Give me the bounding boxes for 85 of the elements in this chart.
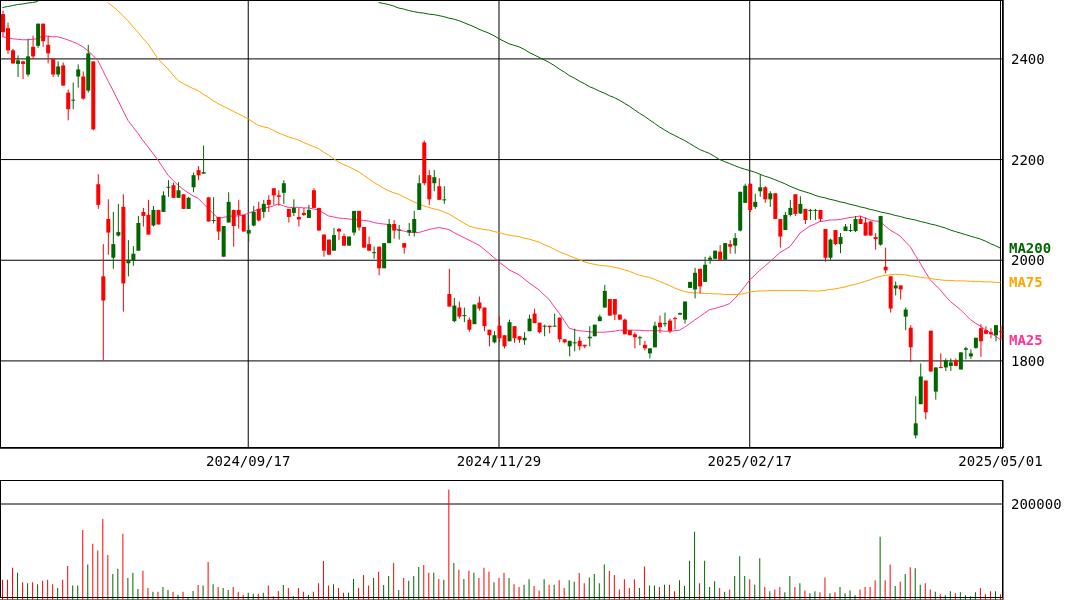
candlestick (442, 185, 447, 205)
y-tick-label: 2000 (1011, 252, 1045, 269)
candlestick (66, 89, 71, 121)
candlestick (938, 352, 943, 369)
candlestick (166, 179, 171, 198)
candlestick (758, 173, 763, 198)
candlestick (301, 207, 306, 217)
candlestick (31, 35, 36, 60)
candlestick (96, 173, 101, 210)
candlestick (718, 244, 723, 261)
series-label: MA25 (1009, 331, 1043, 348)
candlestick (778, 218, 783, 249)
candlestick (81, 70, 86, 101)
series-label: MA75 (1009, 274, 1043, 291)
candlestick (647, 347, 652, 359)
y-tick-label: 1800 (1011, 352, 1045, 369)
candlestick (602, 284, 607, 309)
candlestick (838, 232, 843, 254)
candlestick (698, 268, 703, 294)
candlestick (808, 208, 813, 221)
candlestick (673, 316, 678, 331)
candlestick (291, 198, 296, 217)
x-tick-label: 2025/05/01 (958, 452, 1043, 469)
candlestick (662, 312, 667, 328)
candlestick (251, 205, 256, 228)
candlestick (908, 324, 913, 363)
candlestick (988, 327, 993, 339)
candlestick (161, 190, 166, 213)
candlestick (392, 219, 397, 240)
candlestick (828, 238, 833, 261)
candlestick (36, 23, 41, 49)
candlestick (572, 328, 577, 352)
candlestick (963, 346, 968, 360)
candlestick (557, 317, 562, 343)
candlestick (201, 144, 206, 175)
candlestick (998, 325, 1003, 341)
candlestick (151, 205, 156, 228)
candlestick (703, 256, 708, 283)
candlestick (913, 395, 918, 439)
y-tick-label: 200000 (1011, 495, 1062, 512)
candlestick (106, 198, 111, 256)
candlestick (226, 191, 231, 223)
candlestick (612, 298, 617, 321)
candlestick (191, 172, 196, 193)
candlestick (387, 218, 392, 244)
candlestick (637, 335, 642, 346)
candlestick (211, 196, 216, 224)
candlestick (46, 35, 51, 64)
x-tick-label: 2025/02/17 (707, 452, 792, 469)
line-series (107, 2, 1001, 295)
candlestick (61, 61, 66, 87)
candlestick (632, 331, 637, 349)
candlestick (968, 348, 973, 360)
candlestick (16, 54, 21, 78)
candlestick (552, 313, 557, 327)
candlestick (71, 82, 76, 110)
candlestick (337, 227, 342, 241)
candlestick (372, 246, 377, 260)
y-tick-label: 2200 (1011, 151, 1045, 168)
candlestick (26, 38, 31, 78)
candlestick (116, 203, 121, 238)
candlestick (281, 179, 286, 205)
candlestick (497, 316, 502, 343)
y-tick-label: 2400 (1011, 50, 1045, 67)
candlestick (352, 210, 357, 237)
candlestick (236, 199, 241, 230)
candlestick (397, 224, 402, 241)
candlestick (331, 227, 336, 252)
candlestick (733, 232, 738, 255)
candlestick (903, 307, 908, 331)
candlestick (432, 169, 437, 192)
candlestick (256, 201, 261, 222)
candlestick (261, 199, 266, 219)
candlestick (708, 255, 713, 265)
x-tick-label: 2024/11/29 (456, 452, 542, 469)
candlestick (311, 187, 316, 209)
candlestick (652, 321, 657, 348)
candlestick (437, 177, 442, 201)
candlestick (447, 268, 452, 308)
candlestick (76, 63, 81, 89)
candlestick (452, 297, 457, 323)
candlestick (793, 193, 798, 217)
candlestick (111, 211, 116, 270)
x-tick-label: 2024/09/17 (206, 452, 291, 469)
candlestick (377, 246, 382, 276)
